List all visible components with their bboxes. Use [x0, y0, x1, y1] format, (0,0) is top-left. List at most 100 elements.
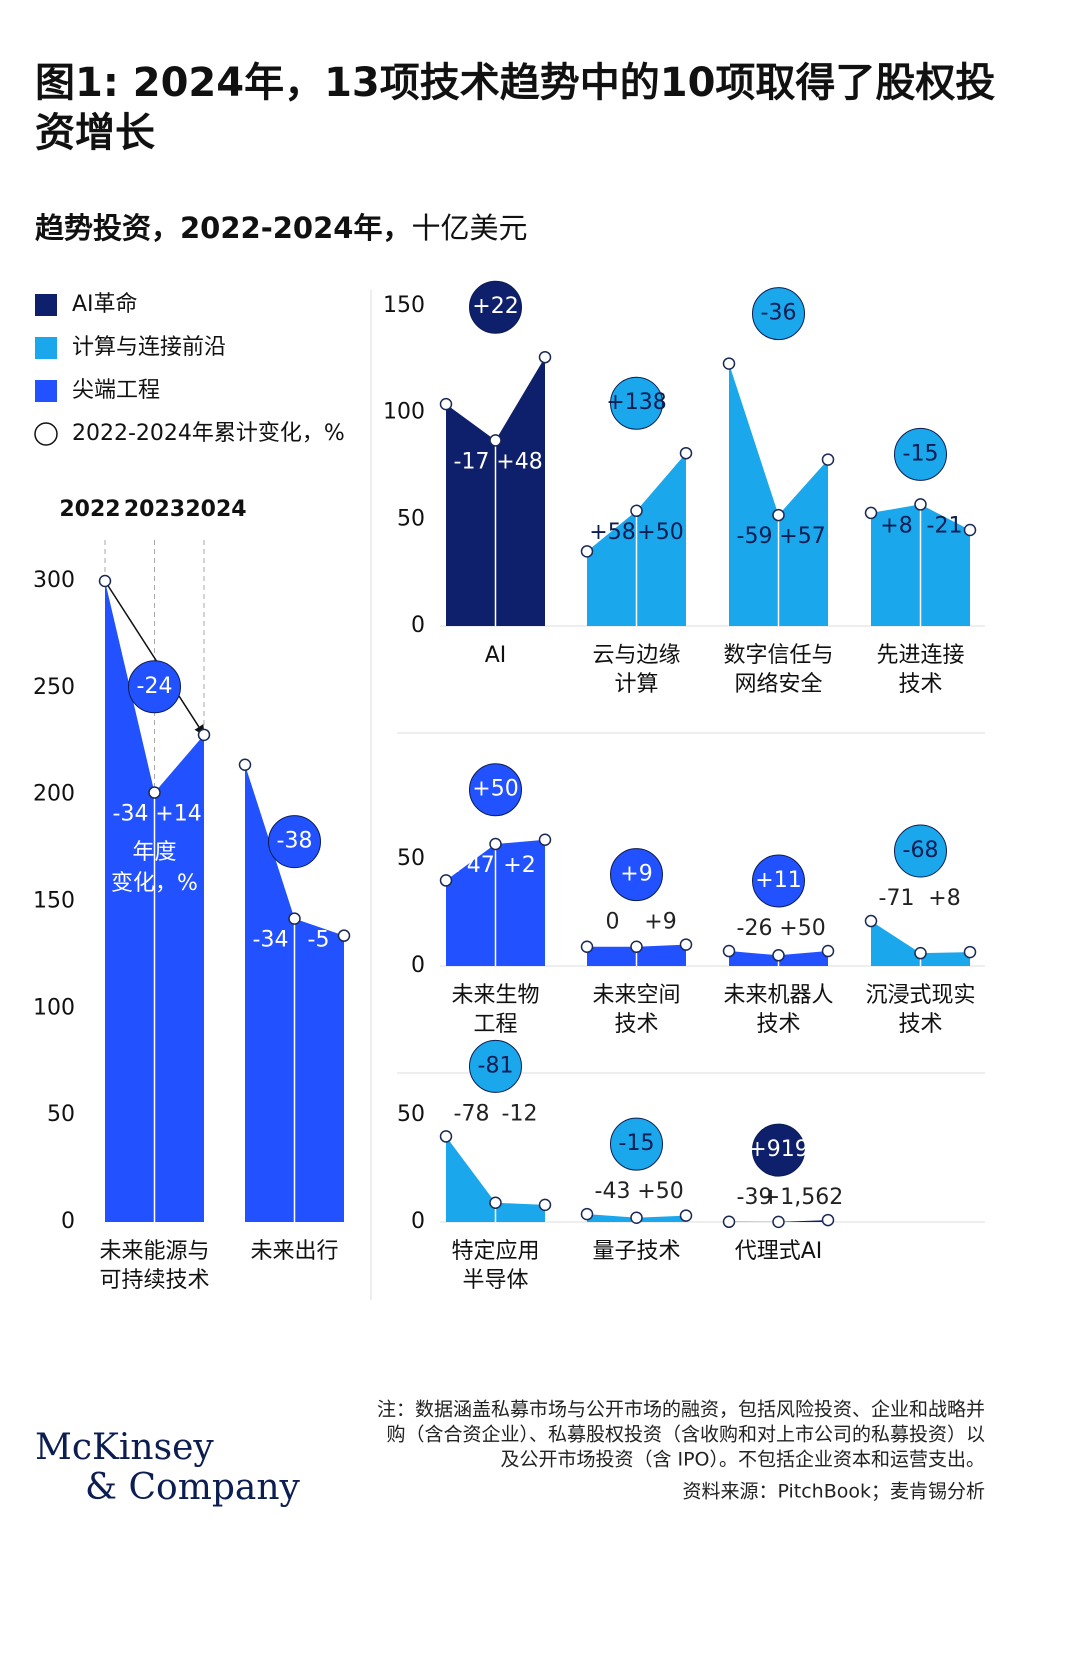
cumulative-label: +919 [748, 1137, 808, 1162]
point [238, 758, 252, 772]
category-label: 量子技术 [592, 1239, 680, 1264]
area [729, 1220, 828, 1222]
point [98, 574, 112, 588]
point [538, 833, 552, 846]
cumulative-bubble [894, 427, 947, 481]
change-label: -78 [454, 1101, 490, 1126]
y-tick-label: 0 [411, 613, 425, 638]
y-tick-label: 100 [33, 995, 75, 1020]
category-label: 技术 [898, 672, 942, 697]
change-label: +14 [155, 802, 201, 827]
change-label: -21 [927, 513, 963, 538]
point [489, 1196, 502, 1209]
annotation: 变化，% [111, 871, 198, 896]
change-label: +50 [637, 1179, 683, 1204]
title: 图1: 2024年，13项技术趋势中的10项取得了股权投资增长 [35, 60, 996, 156]
point [489, 434, 502, 447]
point [148, 786, 161, 799]
change-label: 0 [606, 910, 620, 935]
category-label: 沉浸式现实 [865, 983, 975, 1008]
point [722, 357, 736, 370]
note: 注：数据涵盖私募市场与公开市场的融资，包括风险投资、企业和战略并 [377, 1399, 985, 1421]
point [580, 940, 594, 953]
change-label: -34 [253, 928, 289, 953]
point [821, 1213, 835, 1227]
cumulative-label: -38 [277, 829, 313, 854]
cumulative-label: +22 [472, 294, 518, 319]
category-label: 未来能源与 [99, 1239, 209, 1264]
point [439, 1130, 453, 1143]
y-tick-label: 300 [33, 568, 75, 593]
change-label: +50 [637, 520, 683, 545]
category-label: 未来生物 [451, 983, 539, 1008]
y-tick-label: 50 [397, 846, 425, 871]
y-tick-label: 150 [33, 889, 75, 914]
point [864, 914, 878, 928]
cumulative-label: -15 [903, 441, 939, 466]
change-label: +47 [448, 853, 494, 878]
category-label: 未来空间 [592, 983, 680, 1008]
category-label: 技术 [756, 1012, 800, 1037]
change-label: +50 [779, 916, 825, 941]
point [630, 1211, 643, 1224]
point [439, 397, 453, 411]
arrow [104, 580, 205, 736]
point [197, 728, 211, 742]
point [580, 1207, 594, 1221]
change-label: -39 [737, 1185, 773, 1210]
change-label: +48 [496, 449, 542, 474]
annotation: 年度 [132, 840, 176, 865]
y-tick-label: 200 [33, 782, 75, 807]
area [446, 1136, 545, 1222]
point [722, 944, 736, 958]
y-tick-label: 50 [47, 1102, 75, 1127]
point [439, 874, 453, 887]
point [914, 946, 927, 960]
subtitle-unit: 十亿美元 [411, 211, 528, 245]
point [821, 453, 835, 466]
y-tick-label: 250 [33, 675, 75, 700]
y-tick-label: 100 [383, 400, 425, 425]
cumulative-bubble [610, 376, 663, 430]
point [630, 504, 643, 518]
logo: McKinsey [35, 1427, 214, 1468]
change-label: +8 [928, 886, 960, 911]
point [772, 1215, 785, 1229]
subtitle: 趋势投资，2022-2024年，十亿美元 [35, 205, 527, 247]
area [729, 363, 828, 626]
point [580, 545, 594, 558]
point [288, 912, 301, 925]
category-label: 未来机器人 [723, 983, 833, 1008]
change-label: -34 [113, 802, 149, 827]
category-label: 未来出行 [250, 1239, 338, 1264]
legend-swatch [35, 380, 57, 402]
point [821, 944, 835, 958]
area [871, 921, 970, 966]
y-tick-label: 0 [411, 1209, 425, 1234]
legend-label: 2022-2024年累计变化，% [72, 421, 345, 446]
cumulative-label: +11 [755, 868, 801, 893]
year-label: 2024 [185, 497, 246, 522]
cumulative-bubble [128, 660, 181, 714]
y-tick-label: 0 [61, 1209, 75, 1234]
change-label: -12 [502, 1101, 538, 1126]
change-label: -17 [454, 449, 490, 474]
point [337, 929, 351, 942]
category-label: 可持续技术 [99, 1268, 209, 1293]
cumulative-bubble [752, 854, 805, 908]
category-label: 网络安全 [734, 672, 822, 697]
point [630, 940, 643, 953]
category-label: 半导体 [462, 1268, 528, 1293]
legend-label: AI革命 [72, 292, 138, 317]
cumulative-bubble [268, 815, 321, 869]
category-label: 代理式AI [735, 1239, 823, 1264]
category-label: 技术 [898, 1012, 942, 1037]
note: 及公开市场投资（含 IPO）。不包括企业资本和运营支出。 [500, 1449, 985, 1471]
point [864, 506, 878, 520]
cumulative-bubble [469, 763, 522, 817]
y-tick-label: 50 [397, 1102, 425, 1127]
change-label: -43 [595, 1179, 631, 1204]
cumulative-bubble [752, 1123, 805, 1177]
